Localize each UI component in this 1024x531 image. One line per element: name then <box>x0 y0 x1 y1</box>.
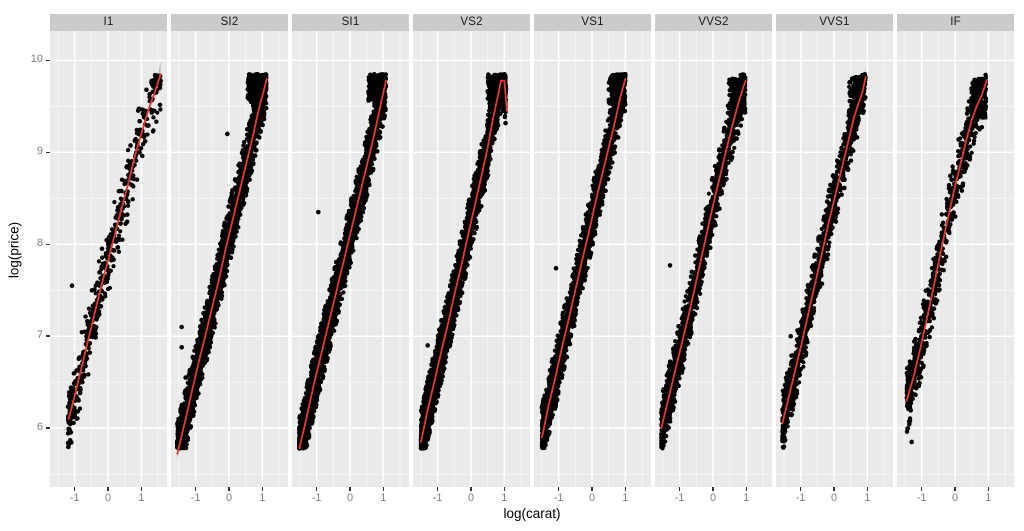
facet-strip-if: IF <box>897 14 1014 31</box>
y-tick-label: 7 <box>36 329 43 342</box>
y-tick-mark <box>46 243 50 246</box>
facet-strip-si2: SI2 <box>171 14 288 31</box>
x-tick-label: 1 <box>380 492 387 504</box>
x-tick-label: 0 <box>709 492 717 504</box>
x-tick-mark <box>591 487 593 491</box>
x-tick-mark <box>436 487 439 491</box>
x-tick-mark <box>261 487 264 491</box>
x-tick-mark <box>107 487 109 491</box>
facet-strip-vs1: VS1 <box>534 14 651 31</box>
facet-strip-i1: I1 <box>50 14 167 31</box>
y-tick-label: 9 <box>36 145 43 158</box>
x-tick-label: -1 <box>795 492 806 504</box>
facet-strip-vvs1: VVS1 <box>776 14 893 31</box>
x-tick-mark <box>194 487 197 491</box>
facet-panel-si1 <box>292 31 409 487</box>
x-tick-mark <box>228 487 230 491</box>
x-tick-label: 0 <box>588 492 596 504</box>
y-tick-label: 6 <box>36 421 43 434</box>
x-tick-mark <box>624 487 627 491</box>
x-tick-label: -1 <box>916 492 927 504</box>
x-tick-mark <box>315 487 318 491</box>
x-tick-mark <box>745 487 748 491</box>
y-tick-mark <box>46 427 50 429</box>
x-tick-mark <box>503 487 506 491</box>
x-tick-mark <box>833 487 835 491</box>
x-tick-label: 1 <box>501 492 508 504</box>
x-tick-label: -1 <box>311 492 322 504</box>
facet-panel-i1 <box>50 31 167 487</box>
x-tick-mark <box>987 487 990 491</box>
x-tick-mark <box>712 487 714 491</box>
x-tick-mark <box>920 487 923 491</box>
x-tick-mark <box>954 487 956 491</box>
x-tick-mark <box>349 487 351 491</box>
x-tick-label: 0 <box>346 492 354 504</box>
x-tick-label: 1 <box>864 492 871 504</box>
x-tick-mark <box>382 487 385 491</box>
x-tick-label: 0 <box>951 492 959 504</box>
x-tick-label: -1 <box>190 492 201 504</box>
x-tick-mark <box>140 487 143 491</box>
y-tick-mark <box>46 59 50 62</box>
x-tick-label: -1 <box>69 492 80 504</box>
x-tick-label: 0 <box>830 492 838 504</box>
x-tick-label: 1 <box>743 492 750 504</box>
x-tick-label: 1 <box>259 492 266 504</box>
facet-panel-vs2 <box>413 31 530 487</box>
x-tick-label: -1 <box>432 492 443 504</box>
x-tick-mark <box>678 487 681 491</box>
x-tick-label: 0 <box>225 492 233 504</box>
x-tick-mark <box>866 487 869 491</box>
facet-strip-vvs2: VVS2 <box>655 14 772 31</box>
facet-panel-vvs1 <box>776 31 893 487</box>
x-tick-mark <box>799 487 802 491</box>
facet-panel-if <box>897 31 1014 487</box>
x-axis-title: log(carat) <box>503 506 561 521</box>
y-tick-mark <box>46 151 50 154</box>
x-tick-mark <box>470 487 472 491</box>
x-tick-mark <box>73 487 76 491</box>
facet-panel-si2 <box>171 31 288 487</box>
x-tick-label: 0 <box>467 492 475 504</box>
facet-strip-vs2: VS2 <box>413 14 530 31</box>
y-tick-label: 8 <box>36 237 43 250</box>
x-tick-label: -1 <box>553 492 564 504</box>
facet-panel-vs1 <box>534 31 651 487</box>
x-tick-label: 0 <box>104 492 112 504</box>
x-tick-label: 1 <box>622 492 629 504</box>
y-tick-label: 10 <box>30 53 43 66</box>
facet-strip-si1: SI1 <box>292 14 409 31</box>
x-tick-label: -1 <box>674 492 685 504</box>
x-tick-label: 1 <box>138 492 145 504</box>
y-tick-mark <box>46 335 50 337</box>
facet-panel-vvs2 <box>655 31 772 487</box>
x-tick-label: 1 <box>985 492 992 504</box>
x-tick-mark <box>557 487 560 491</box>
